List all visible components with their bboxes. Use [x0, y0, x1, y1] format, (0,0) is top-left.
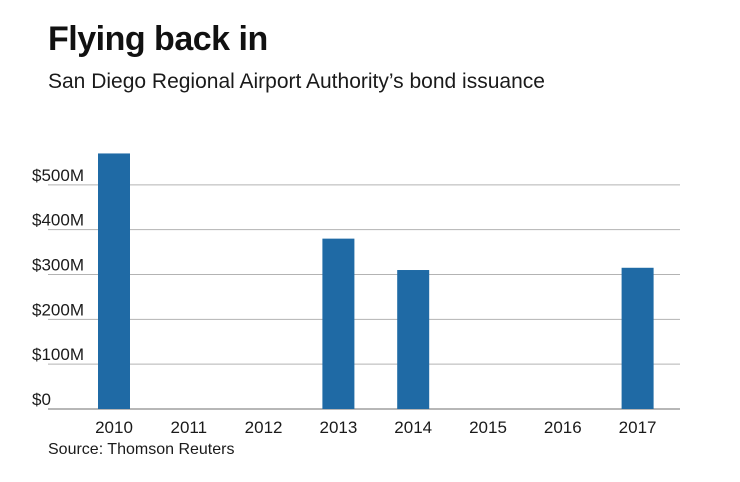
bar-2014	[397, 270, 430, 409]
y-tick-label: $500M	[32, 166, 84, 185]
x-tick-label: 2010	[95, 418, 133, 437]
y-tick-label: $100M	[32, 345, 84, 364]
x-tick-label: 2011	[171, 418, 208, 437]
y-tick-label: $400M	[32, 211, 84, 230]
chart-subtitle: San Diego Regional Airport Authority’s b…	[48, 70, 545, 93]
bar-2017	[621, 267, 654, 409]
x-tick-label: 2016	[544, 418, 582, 437]
chart-title: Flying back in	[48, 20, 268, 58]
y-axis-tick-labels: $0 $100M $200M $300M $400M $500M	[32, 166, 84, 409]
x-tick-label: 2013	[319, 418, 357, 437]
x-tick-label: 2012	[245, 418, 283, 437]
x-axis-tick-labels: 2010 2011 2012 2013 2014 2015 2016 2017	[95, 418, 656, 437]
y-tick-label: $200M	[32, 300, 84, 319]
x-tick-label: 2015	[469, 418, 507, 437]
x-tick-label: 2014	[394, 418, 432, 437]
grid-lines	[48, 184, 680, 410]
y-tick-label: $0	[32, 390, 51, 409]
x-tick-label: 2017	[619, 418, 657, 437]
bar-2013	[322, 238, 355, 409]
y-tick-label: $300M	[32, 256, 84, 275]
bars	[98, 153, 654, 409]
bar-2010	[98, 153, 130, 409]
source-note: Source: Thomson Reuters	[48, 441, 235, 458]
